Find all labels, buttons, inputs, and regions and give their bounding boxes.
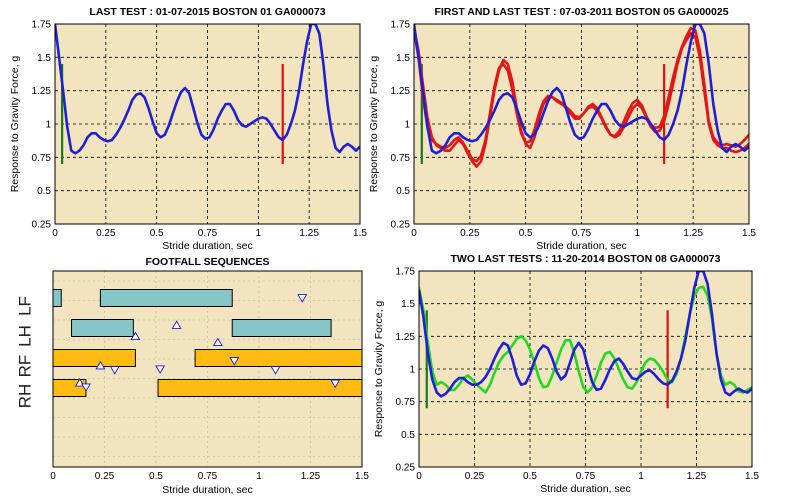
triangle-down-marker	[229, 357, 240, 366]
footfall-bar-rf	[52, 349, 136, 367]
x-axis-label: Stride duration, sec	[162, 484, 252, 496]
x-axis-label: Stride duration, sec	[162, 240, 252, 252]
y-tick-label: 1	[404, 120, 410, 131]
triangle-up-marker	[130, 331, 141, 341]
triangle-up-marker	[95, 360, 106, 370]
x-tick-label: 0	[50, 471, 56, 482]
series-line-blue	[414, 24, 749, 155]
footfall-bar-lf	[99, 289, 233, 307]
chart-title: FIRST AND LAST TEST : 07-03-2011 BOSTON …	[434, 6, 728, 18]
series-line-blue	[55, 24, 360, 155]
y-tick-label: 1	[409, 365, 415, 376]
chart-title: TWO LAST TESTS : 11-20-2014 BOSTON 08 GA…	[451, 253, 721, 265]
y-tick-label: 0.5	[37, 186, 51, 197]
x-tick-label: 0.5	[149, 471, 163, 482]
x-tick-label: 1.25	[301, 471, 321, 482]
x-tick-label: 0.25	[95, 471, 115, 482]
y-tick-label: 0.75	[396, 397, 416, 408]
x-tick-label: 1.25	[687, 471, 707, 482]
triangle-down-marker	[81, 383, 91, 392]
x-tick-label: 1	[635, 228, 641, 239]
x-tick-label: 1.5	[745, 471, 759, 482]
plot-frame	[54, 23, 361, 225]
y-tick-label: 0.25	[391, 220, 411, 231]
triangle-down-marker	[109, 366, 120, 375]
x-tick-label: 0.75	[576, 471, 596, 482]
triangle-down-marker	[270, 366, 281, 375]
lane-label-lh: LH	[15, 325, 34, 347]
x-tick-label: 1	[638, 471, 644, 482]
x-tick-label: 0.5	[523, 471, 537, 482]
y-axis-label: Response to Gravity Force, g	[373, 301, 385, 438]
footfall-bar-lf	[52, 289, 62, 307]
x-tick-label: 1.5	[742, 228, 756, 239]
plot-area	[414, 24, 749, 168]
x-tick-label: 1	[256, 228, 262, 239]
plot-frame	[413, 23, 750, 225]
x-tick-label: 0	[52, 228, 58, 239]
triangle-down-marker	[330, 379, 341, 389]
x-tick-label: 1.25	[683, 228, 703, 239]
lane-label-rf: RF	[15, 355, 34, 378]
y-tick-label: 1.75	[396, 267, 416, 278]
x-tick-label: 0	[411, 228, 417, 239]
y-tick-label: 0.25	[32, 220, 52, 231]
plot-area	[419, 271, 752, 409]
x-tick-label: 0.5	[519, 228, 533, 239]
footfall-bar-lh	[231, 319, 332, 337]
y-tick-label: 1	[45, 120, 51, 131]
footfall-bar-rh	[157, 379, 363, 397]
y-axis-label: Response to Gravity Force, g	[9, 56, 21, 193]
y-tick-label: 0.5	[396, 186, 410, 197]
x-tick-label: 1.5	[353, 228, 367, 239]
x-tick-label: 1.5	[355, 471, 369, 482]
triangle-up-marker	[171, 320, 182, 329]
y-tick-label: 1.25	[32, 86, 52, 97]
y-tick-label: 1.5	[401, 299, 415, 310]
x-tick-label: 1	[256, 471, 262, 482]
lane-label-rh: RH	[15, 384, 34, 409]
x-axis-label: Stride duration, sec	[540, 483, 630, 495]
y-tick-label: 1.5	[37, 53, 51, 64]
y-tick-label: 1.25	[396, 332, 416, 343]
x-tick-label: 0	[416, 471, 422, 482]
chart-title: LAST TEST : 01-07-2015 BOSTON 01 GA00007…	[89, 6, 325, 18]
y-tick-label: 1.75	[32, 20, 52, 31]
x-tick-label: 1.25	[299, 228, 319, 239]
triangle-up-marker	[212, 337, 223, 347]
x-tick-label: 0.25	[465, 471, 485, 482]
chart-title: FOOTFALL SEQUENCES	[145, 256, 269, 268]
chart-panel-2	[413, 23, 750, 225]
lane-label-lf: LF	[15, 296, 34, 316]
chart-panel-4	[418, 270, 753, 468]
chart-panel-1	[54, 23, 361, 225]
footfall-bar-lh	[71, 319, 134, 337]
x-tick-label: 0.75	[198, 228, 218, 239]
y-tick-label: 0.75	[32, 153, 52, 164]
y-tick-label: 0.75	[391, 153, 411, 164]
triangle-down-marker	[297, 294, 308, 303]
x-tick-label: 0.25	[96, 228, 116, 239]
x-tick-label: 0.5	[150, 228, 164, 239]
x-tick-label: 0.75	[572, 228, 592, 239]
plot-frame	[52, 270, 363, 468]
y-tick-label: 1.5	[396, 53, 410, 64]
triangle-down-marker	[155, 365, 166, 374]
y-tick-label: 1.75	[391, 20, 411, 31]
y-tick-label: 0.25	[396, 463, 416, 474]
x-axis-label: Stride duration, sec	[536, 240, 626, 252]
series-line-green	[419, 285, 752, 394]
y-axis-label: Response to Gravity Force, g	[368, 56, 380, 193]
plot-area	[55, 24, 360, 164]
plot-frame	[418, 270, 753, 468]
y-tick-label: 0.5	[401, 430, 415, 441]
series-line-blue	[419, 271, 752, 398]
footfall-bar-rf	[194, 349, 363, 367]
chart-panel-3	[52, 270, 363, 468]
x-tick-label: 0.25	[460, 228, 480, 239]
y-tick-label: 1.25	[391, 86, 411, 97]
x-tick-label: 0.75	[198, 471, 218, 482]
